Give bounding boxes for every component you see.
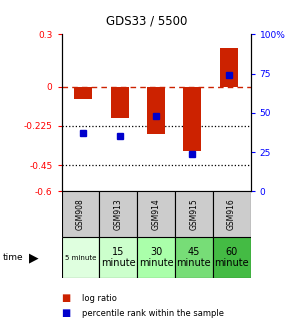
Text: ■: ■ <box>62 308 71 318</box>
Bar <box>137 191 175 237</box>
Bar <box>147 87 165 134</box>
Bar <box>99 237 137 278</box>
Bar <box>213 237 251 278</box>
Text: ▶: ▶ <box>29 251 38 264</box>
Text: GDS33 / 5500: GDS33 / 5500 <box>106 15 187 28</box>
Text: 45
minute: 45 minute <box>176 247 211 268</box>
Bar <box>183 87 202 151</box>
Bar <box>137 237 175 278</box>
Text: GSM914: GSM914 <box>151 198 161 230</box>
Text: 15
minute: 15 minute <box>101 247 136 268</box>
Bar <box>175 191 213 237</box>
Text: GSM908: GSM908 <box>76 198 85 230</box>
Text: GSM916: GSM916 <box>227 198 236 230</box>
Bar <box>110 87 129 118</box>
Text: GSM913: GSM913 <box>114 198 123 230</box>
Bar <box>99 191 137 237</box>
Text: percentile rank within the sample: percentile rank within the sample <box>82 309 224 318</box>
Text: 5 minute: 5 minute <box>65 254 96 261</box>
Bar <box>62 191 99 237</box>
Text: ■: ■ <box>62 293 71 303</box>
Text: log ratio: log ratio <box>82 294 117 303</box>
Bar <box>175 237 213 278</box>
Text: 60
minute: 60 minute <box>214 247 249 268</box>
Text: GSM915: GSM915 <box>189 198 198 230</box>
Text: time: time <box>3 253 23 262</box>
Bar <box>62 237 99 278</box>
Bar <box>74 87 92 99</box>
Bar <box>220 48 238 87</box>
Bar <box>213 191 251 237</box>
Text: 30
minute: 30 minute <box>139 247 173 268</box>
